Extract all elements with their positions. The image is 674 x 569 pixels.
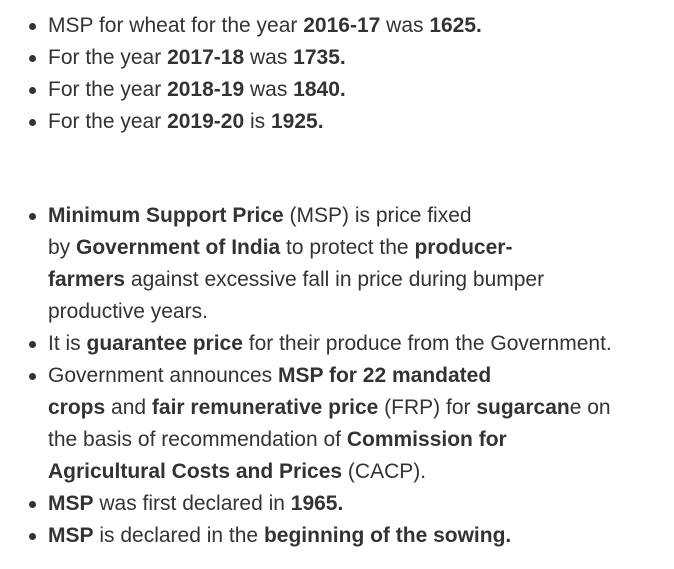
list-item-text: For the year 2017-18 was 1735. [48,46,346,69]
bullet-icon [29,87,36,94]
bullet-icon [29,119,36,126]
list-item: MSP was first declared in 1965. [0,488,674,520]
bullet-icon [29,533,36,540]
list-item-line: MSP was first declared in 1965. [48,492,344,515]
msp-facts-list: Minimum Support Price (MSP) is price fix… [0,200,674,552]
list-item: Minimum Support Price (MSP) is price fix… [0,200,674,328]
wheat-msp-list: MSP for wheat for the year 2016-17 was 1… [0,10,674,138]
list-item: For the year 2018-19 was 1840. [0,74,674,106]
list-item-line: Government announces MSP for 22 mandated [48,364,492,387]
list-item: For the year 2019-20 is 1925. [0,106,674,138]
list-item-text: For the year 2019-20 is 1925. [48,110,324,133]
list-item: It is guarantee price for their produce … [0,328,674,360]
list-item-line: farmers against excessive fall in price … [48,268,545,291]
list-item-line: Minimum Support Price (MSP) is price fix… [48,204,472,227]
list-item-line: It is guarantee price for their produce … [48,332,612,355]
list-item-line: productive years. [48,300,208,323]
bullet-icon [29,55,36,62]
bullet-icon [29,213,36,220]
list-item: For the year 2017-18 was 1735. [0,42,674,74]
bullet-icon [29,23,36,30]
list-item: MSP is declared in the beginning of the … [0,520,674,552]
bullet-icon [29,373,36,380]
bullet-icon [29,341,36,348]
list-item-text: For the year 2018-19 was 1840. [48,78,346,101]
list-item: MSP for wheat for the year 2016-17 was 1… [0,10,674,42]
list-item-line: MSP is declared in the beginning of the … [48,524,512,547]
list-item-line: by Government of India to protect the pr… [48,236,513,259]
list-item-line: the basis of recommendation of Commissio… [48,428,507,451]
list-item-line: crops and fair remunerative price (FRP) … [48,396,611,419]
list-item-line: Agricultural Costs and Prices (CACP). [48,460,427,483]
bullet-icon [29,501,36,508]
list-item-text: MSP for wheat for the year 2016-17 was 1… [48,14,482,37]
list-item: Government announces MSP for 22 mandated… [0,360,674,488]
